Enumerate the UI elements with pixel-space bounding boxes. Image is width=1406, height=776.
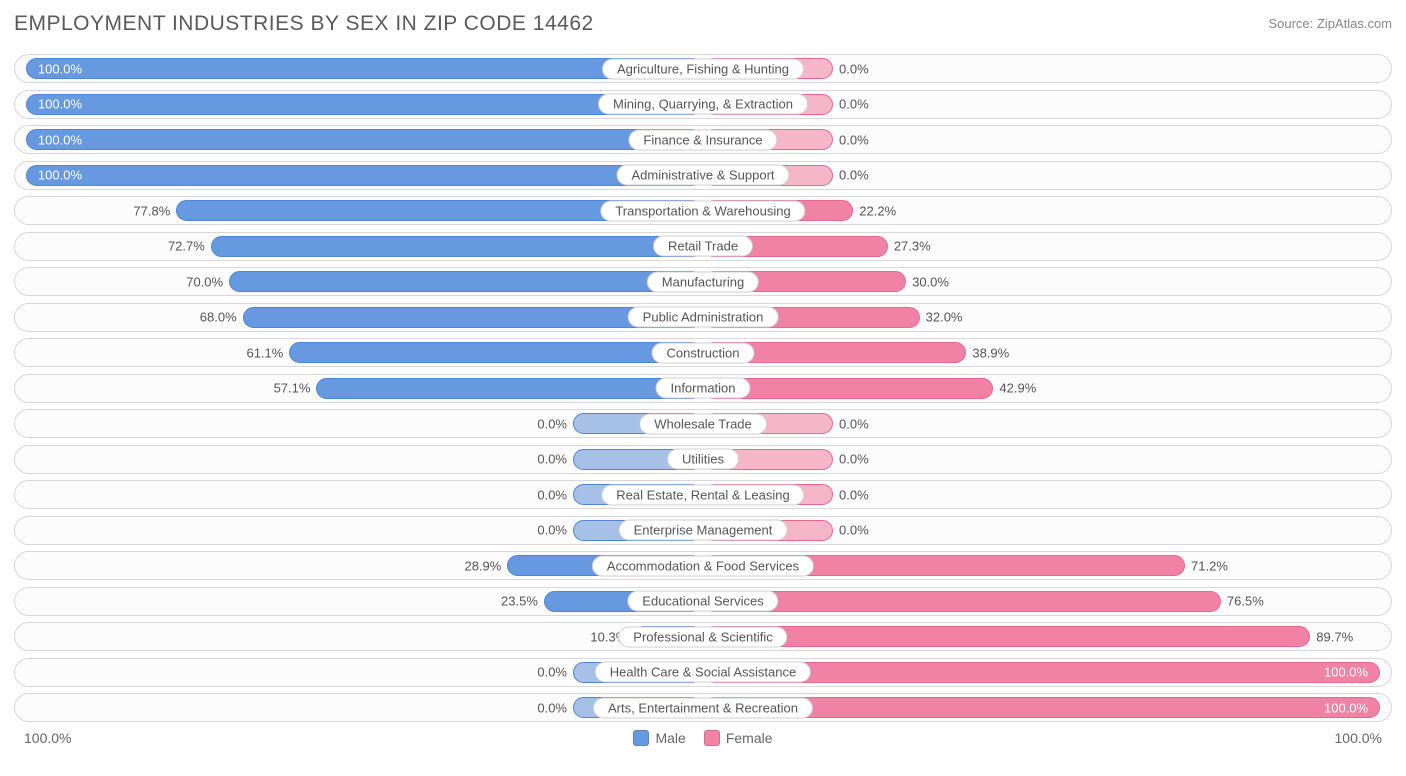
chart-row: 68.0% 32.0% Public Administration [14,303,1392,332]
pct-female: 100.0% [1324,665,1368,680]
category-label: Wholesale Trade [639,413,767,434]
legend: Male Female [633,730,772,746]
pct-male: 100.0% [38,132,82,147]
chart-row: 0.0% 0.0% Real Estate, Rental & Leasing [14,480,1392,509]
pct-female: 0.0% [839,416,869,431]
category-label: Public Administration [628,307,779,328]
legend-female-label: Female [726,730,773,746]
pct-male: 77.8% [133,203,170,218]
pct-female: 71.2% [1191,558,1228,573]
pct-female: 100.0% [1324,700,1368,715]
pct-female: 0.0% [839,97,869,112]
pct-female: 30.0% [912,274,949,289]
category-label: Utilities [667,449,739,470]
pct-male: 70.0% [186,274,223,289]
bar-female [703,591,1221,612]
chart-row: 57.1% 42.9% Information [14,374,1392,403]
pct-female: 42.9% [999,381,1036,396]
chart-row: 23.5% 76.5% Educational Services [14,587,1392,616]
legend-male: Male [633,730,685,746]
chart-row: 72.7% 27.3% Retail Trade [14,232,1392,261]
pct-male: 0.0% [537,523,567,538]
pct-female: 0.0% [839,487,869,502]
legend-male-label: Male [655,730,685,746]
chart-row: 0.0% 0.0% Wholesale Trade [14,409,1392,438]
chart-row: 100.0% 0.0% Agriculture, Fishing & Hunting [14,54,1392,83]
axis-right-label: 100.0% [1335,730,1382,746]
category-label: Agriculture, Fishing & Hunting [602,58,804,79]
category-label: Finance & Insurance [628,129,777,150]
pct-male: 68.0% [200,310,237,325]
pct-male: 61.1% [246,345,283,360]
chart-row: 100.0% 0.0% Mining, Quarrying, & Extractio… [14,90,1392,119]
pct-male: 0.0% [537,452,567,467]
chart-row: 10.3%89.7%Professional & Scientific [14,622,1392,651]
category-label: Health Care & Social Assistance [595,662,811,683]
chart-header: EMPLOYMENT INDUSTRIES BY SEX IN ZIP CODE… [14,12,1392,36]
bar-male [316,378,703,399]
axis-left-label: 100.0% [24,730,71,746]
chart-row: 28.9% 71.2% Accommodation & Food Services [14,551,1392,580]
chart-row: 77.8% 22.2% Transportation & Warehousing [14,196,1392,225]
pct-male: 100.0% [38,168,82,183]
pct-female: 0.0% [839,61,869,76]
bar-male [26,165,703,186]
category-label: Mining, Quarrying, & Extraction [598,94,808,115]
pct-male: 0.0% [537,487,567,502]
chart-row: 61.1% 38.9% Construction [14,338,1392,367]
pct-male: 100.0% [38,97,82,112]
chart-title: EMPLOYMENT INDUSTRIES BY SEX IN ZIP CODE… [14,12,594,36]
pct-male: 100.0% [38,61,82,76]
category-label: Administrative & Support [616,165,789,186]
pct-female: 0.0% [839,523,869,538]
category-label: Retail Trade [653,236,753,257]
category-label: Arts, Entertainment & Recreation [593,697,813,718]
chart-row: 0.0% 100.0% Arts, Entertainment & Recreati… [14,693,1392,722]
bar-male [211,236,703,257]
chart-row: 0.0% 0.0% Utilities [14,445,1392,474]
pct-female: 38.9% [972,345,1009,360]
pct-female: 27.3% [894,239,931,254]
chart-source: Source: ZipAtlas.com [1268,16,1392,31]
diverging-bar-chart: 100.0% 0.0% Agriculture, Fishing & Hunting… [14,54,1392,722]
legend-female: Female [704,730,773,746]
pct-female: 89.7% [1316,629,1353,644]
chart-row: 70.0% 30.0% Manufacturing [14,267,1392,296]
category-label: Professional & Scientific [618,626,787,647]
pct-male: 57.1% [274,381,311,396]
pct-male: 0.0% [537,700,567,715]
pct-female: 0.0% [839,132,869,147]
chart-row: 0.0% 0.0% Enterprise Management [14,516,1392,545]
category-label: Construction [652,342,755,363]
bar-male [289,342,703,363]
pct-female: 22.2% [859,203,896,218]
chart-footer: 100.0% Male Female 100.0% [14,730,1392,746]
category-label: Transportation & Warehousing [600,200,805,221]
legend-female-swatch [704,730,720,746]
chart-row: 100.0% 0.0% Administrative & Support [14,161,1392,190]
bar-male [229,271,703,292]
pct-male: 23.5% [501,594,538,609]
bar-female [703,626,1310,647]
category-label: Manufacturing [647,271,759,292]
pct-male: 72.7% [168,239,205,254]
pct-female: 0.0% [839,452,869,467]
pct-male: 0.0% [537,416,567,431]
category-label: Educational Services [627,591,778,612]
category-label: Accommodation & Food Services [592,555,814,576]
category-label: Information [655,378,750,399]
bar-male [26,129,703,150]
legend-male-swatch [633,730,649,746]
chart-row: 100.0% 0.0% Finance & Insurance [14,125,1392,154]
pct-male: 28.9% [464,558,501,573]
category-label: Enterprise Management [619,520,788,541]
pct-female: 76.5% [1227,594,1264,609]
pct-female: 32.0% [926,310,963,325]
pct-female: 0.0% [839,168,869,183]
pct-male: 0.0% [537,665,567,680]
category-label: Real Estate, Rental & Leasing [601,484,804,505]
chart-row: 0.0% 100.0% Health Care & Social Assistanc… [14,658,1392,687]
